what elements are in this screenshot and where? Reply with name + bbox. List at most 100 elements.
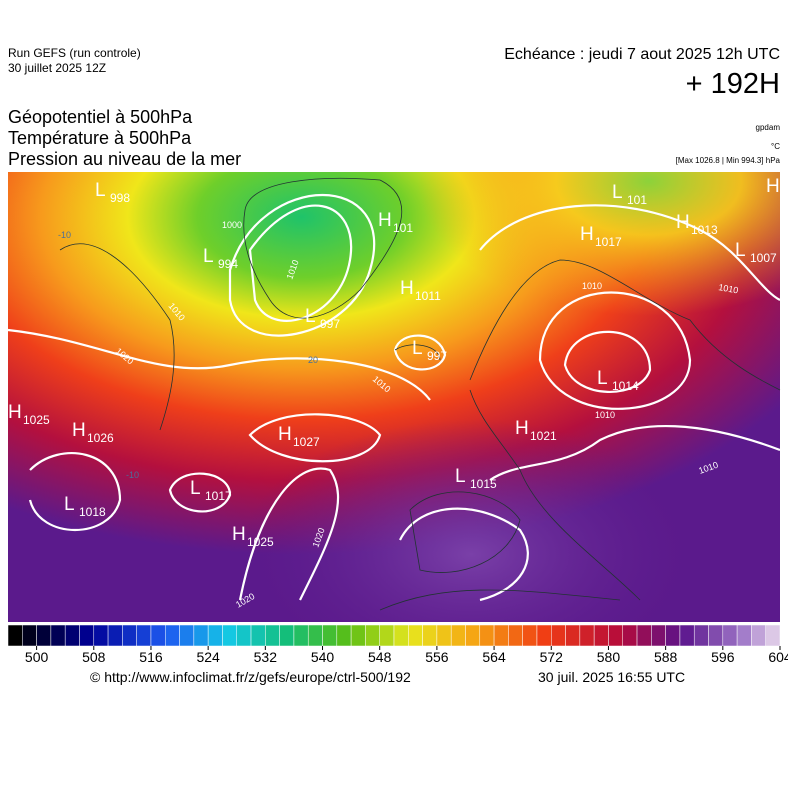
colorbar-cell [636,624,652,647]
colorbar-label: 548 [368,649,392,665]
center-type: L [190,478,201,499]
colorbar-label: 564 [482,649,506,665]
colorbar-label: 588 [654,649,678,665]
center-type: H [676,212,690,233]
colorbar-cell [536,624,552,647]
colorbar-cell [408,624,423,647]
colorbar-cell [565,624,581,647]
center-value: 1025 [23,413,50,427]
colorbar-cell [122,624,137,647]
center-type: L [735,240,746,261]
colorbar-cell [36,624,52,647]
colorbar-cell [393,624,409,647]
colorbar-cell [165,624,180,647]
colorbar-cell [107,624,123,647]
colorbar-cell [579,624,595,647]
center-type: H [8,402,22,423]
colorbar-cell [236,624,252,647]
colorbar-cell [336,624,352,647]
field: Pression au niveau de la mer [8,149,242,169]
center-value: 997 [427,349,447,363]
colorbar-cell [608,624,623,647]
colorbar-label: 532 [254,649,278,665]
center-type: H [400,278,414,299]
colorbar-label: 524 [196,649,220,665]
colorbar-cell [665,624,681,647]
unit: °C [771,142,780,151]
center-type: L [305,306,316,327]
colorbar-cell [265,624,280,647]
center-type: L [455,466,466,487]
field: Température à 500hPa [8,128,192,148]
isobar-label: 1010 [718,282,739,295]
colorbar-cell [50,624,66,647]
center-value: 1007 [750,251,777,265]
colorbar-cell [307,624,323,647]
colorbar-cell [93,624,109,647]
isobar-label: 1010 [595,410,615,420]
colorbar-cell [79,624,95,647]
center-type: H [278,424,292,445]
center-type: L [203,246,214,267]
center-type: H [766,176,780,197]
center-value: 994 [218,257,238,271]
center-value: 101 [393,221,413,235]
center-type: L [612,182,623,203]
colorbar-cell [379,624,395,647]
center-value: 1011 [415,289,441,303]
colorbar-cell [207,624,223,647]
colorbar-cell [751,624,766,647]
center-value: 1025 [247,535,274,549]
colorbar-cell [136,624,152,647]
colorbar-cell [322,624,338,647]
temperature-label: -10 [126,470,139,480]
colorbar-label: 572 [540,649,564,665]
field: Géopotentiel à 500hPa [8,107,193,127]
temperature-label: -10 [58,230,71,240]
colorbar-cell [350,624,366,647]
colorbar-cell [7,624,23,647]
colorbar-cell [64,624,80,647]
center-type: L [64,494,75,515]
colorbar-cell [293,624,309,647]
center-type: L [95,180,106,201]
coastlines [59,177,781,611]
center-value: 1017 [205,489,232,503]
colorbar-cell [465,624,481,647]
colorbar-cell [651,624,666,647]
run-date: 30 juillet 2025 12Z [8,61,107,75]
colorbar-cell [593,624,609,647]
colorbar-label: 500 [25,649,49,665]
colorbar-cell [422,624,438,647]
colorbar-cell [250,624,266,647]
colorbar-label: 596 [711,649,735,665]
center-type: H [378,210,392,231]
colorbar-cell [493,624,509,647]
colorbar-cell [765,624,781,647]
colorbar-cell [450,624,466,647]
center-type: H [580,224,594,245]
unit: gpdam [755,123,780,132]
center-value: 1026 [87,431,114,445]
colorbar-cell [193,624,209,647]
colorbar-cell [708,624,724,647]
colorbar-label: 516 [139,649,163,665]
colorbar-cell [551,624,566,647]
isobars [7,194,781,602]
colorbar-cell [679,624,695,647]
center-type: L [597,368,608,389]
colorbar-cell [479,624,495,647]
colorbar-cell [222,624,237,647]
center-value: 1015 [470,477,497,491]
colorbar-label: 580 [597,649,621,665]
center-value: 1013 [691,223,718,237]
center-value: 101 [627,193,647,207]
colorbar-cell [736,624,752,647]
isobar-label: 1010 [582,281,602,291]
center-value: 998 [110,191,130,205]
center-type: H [72,420,86,441]
colorbar-cell [693,624,709,647]
run: Run GEFS (run controle) [8,46,141,60]
colorbar-cell [179,624,195,647]
